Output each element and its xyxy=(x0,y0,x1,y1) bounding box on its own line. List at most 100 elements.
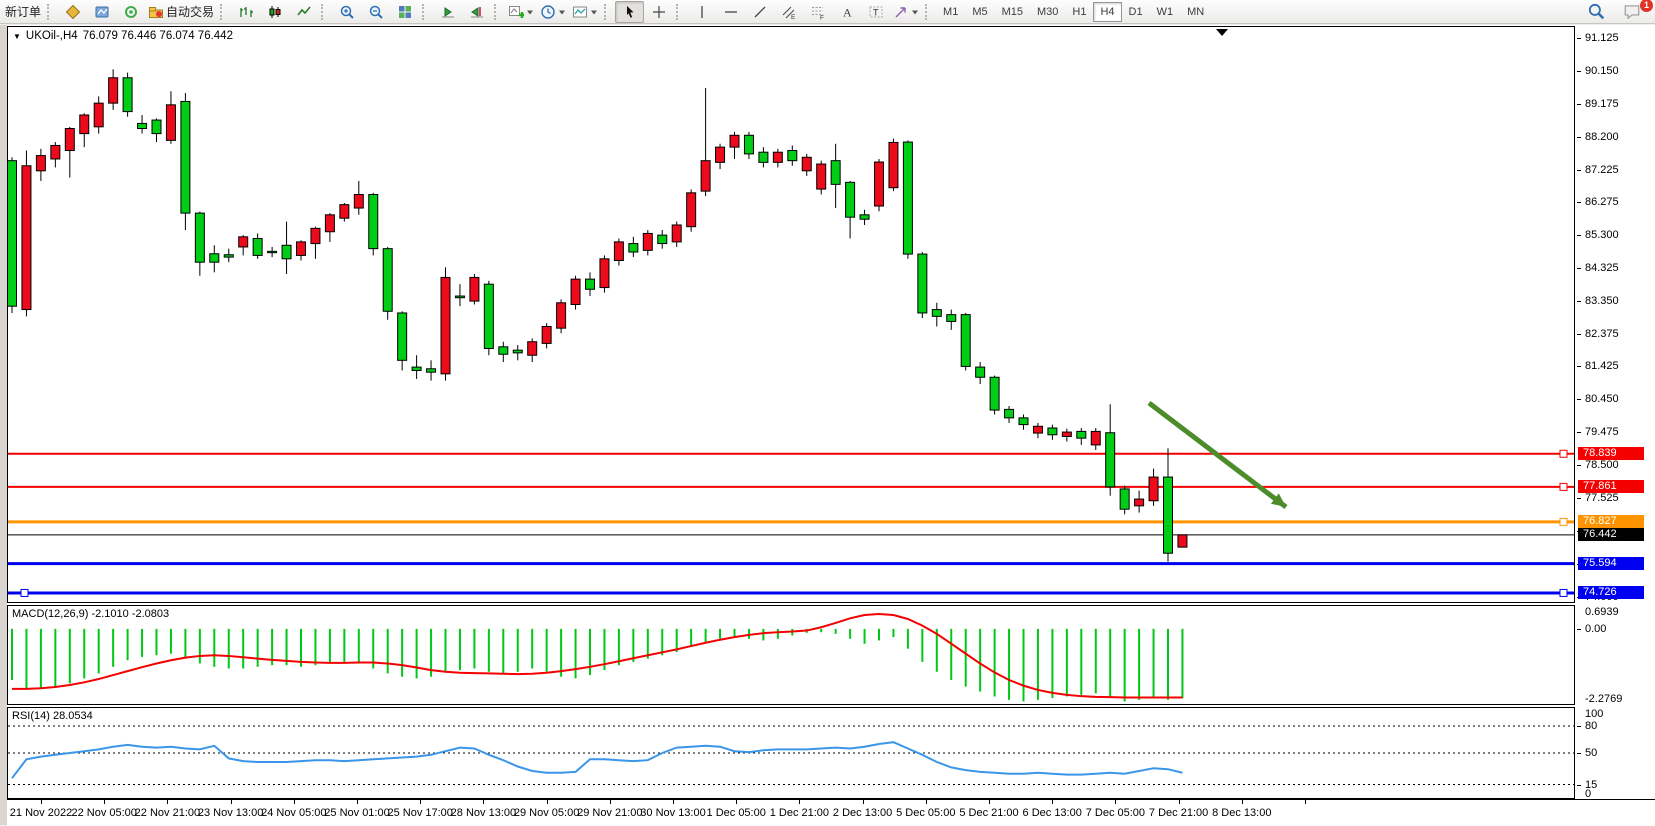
collapse-icon[interactable]: ▼ xyxy=(13,31,21,41)
new-chart-button[interactable] xyxy=(58,1,87,23)
macd-pane[interactable]: MACD(12,26,9) -2.1010 -2.0803 xyxy=(7,605,1575,705)
svg-text:A: A xyxy=(843,5,852,19)
candle xyxy=(339,204,350,219)
rsi-chart[interactable] xyxy=(8,708,1574,798)
candle xyxy=(151,119,162,135)
indicators-button[interactable] xyxy=(505,1,537,23)
crosshair-icon xyxy=(652,5,665,18)
search-button[interactable] xyxy=(1587,1,1613,21)
line-handle[interactable] xyxy=(1559,517,1568,526)
candlestick-chart-button[interactable] xyxy=(260,1,289,23)
price-badge-76.442: 76.442 xyxy=(1578,527,1644,541)
crosshair-button[interactable] xyxy=(644,1,673,23)
fibonacci-button[interactable]: F xyxy=(803,1,832,23)
candlestick-chart[interactable] xyxy=(8,27,1574,602)
hline-icon xyxy=(724,10,737,13)
dropdown-caret-icon xyxy=(591,10,598,14)
timeframe-m1-button[interactable]: M1 xyxy=(943,5,959,18)
toolbar-separator xyxy=(321,3,327,20)
cursor-button[interactable] xyxy=(615,0,645,23)
shapes-button[interactable] xyxy=(890,1,922,23)
time-tick-label: 21 Nov 2022 xyxy=(9,807,73,819)
line-handle[interactable] xyxy=(1559,482,1568,491)
indicator-icon xyxy=(509,5,525,18)
candle xyxy=(628,243,639,253)
timeframe-w1-button[interactable]: W1 xyxy=(1156,5,1174,18)
candle xyxy=(902,141,913,255)
macd-tick-label: 0.00 xyxy=(1585,622,1607,635)
horizontal-line-button[interactable] xyxy=(716,1,745,23)
timeframe-m30-button[interactable]: M30 xyxy=(1037,5,1059,18)
svg-text:T: T xyxy=(873,7,879,17)
line-handle[interactable] xyxy=(20,588,29,597)
symbol-period-label: UKOil-,H4 xyxy=(25,30,78,42)
trend-arrow[interactable] xyxy=(1147,401,1288,509)
dropdown-caret-icon xyxy=(527,10,534,14)
text-icon: A xyxy=(843,5,852,19)
toolbar-separator xyxy=(220,3,226,20)
trend-icon xyxy=(754,6,765,17)
channel-button[interactable]: E xyxy=(774,1,803,23)
rsi-tick-label: 100 xyxy=(1585,708,1604,720)
axis-tick xyxy=(1577,784,1581,786)
line-chart-button[interactable] xyxy=(289,1,318,23)
candle xyxy=(382,248,393,312)
label-button[interactable]: T xyxy=(861,1,890,23)
signals-button[interactable] xyxy=(116,1,145,23)
time-axis[interactable]: 21 Nov 2022 22 Nov 05:00 22 Nov 21:00 23 No… xyxy=(7,799,1655,826)
time-tick xyxy=(293,800,295,804)
candle xyxy=(483,283,494,349)
time-tick-label: 29 Nov 05:00 xyxy=(513,807,580,819)
price-tick-label: 90.150 xyxy=(1585,64,1619,77)
candle xyxy=(743,134,754,155)
candle xyxy=(830,160,841,185)
candle xyxy=(715,146,726,163)
search-icon xyxy=(1588,3,1605,20)
chart-shift-marker[interactable] xyxy=(1216,29,1228,36)
tile-windows-button[interactable] xyxy=(390,1,419,23)
objects-button[interactable] xyxy=(569,1,601,23)
auto-trading-button[interactable]: 自动交易 xyxy=(145,1,217,23)
new-order-button[interactable]: 新订单 xyxy=(2,1,44,23)
candle xyxy=(180,100,191,214)
price-tick-label: 91.125 xyxy=(1585,32,1619,44)
auto-scroll-button[interactable] xyxy=(433,1,462,23)
timeframe-h1-button[interactable]: H1 xyxy=(1072,5,1087,18)
periods-button[interactable] xyxy=(537,1,569,23)
trendline-button[interactable] xyxy=(745,1,774,23)
notifications-button[interactable]: 1 xyxy=(1623,0,1653,21)
axis-tick xyxy=(1577,628,1581,630)
rsi-pane[interactable]: RSI(14) 28.0534 xyxy=(7,707,1575,799)
line-handle[interactable] xyxy=(1559,449,1568,458)
autoscroll-icon xyxy=(441,6,454,17)
timeframe-d1-button[interactable]: D1 xyxy=(1128,5,1143,18)
zoom-out-button[interactable] xyxy=(361,1,390,23)
candle xyxy=(324,214,335,233)
label-icon: T xyxy=(869,6,883,17)
candle xyxy=(1076,430,1087,439)
candle xyxy=(556,302,567,329)
time-tick-label: 1 Dec 21:00 xyxy=(769,807,830,819)
timeframe-h4-button[interactable]: H4 xyxy=(1093,1,1122,22)
candle xyxy=(238,236,249,248)
time-tick-label: 1 Dec 05:00 xyxy=(706,807,766,819)
candle xyxy=(599,258,610,289)
macd-chart[interactable] xyxy=(8,606,1574,704)
zoom-in-button[interactable] xyxy=(332,1,361,23)
main-chart-pane[interactable]: ▼ UKOil-,H4 76.079 76.446 76.074 76.442 xyxy=(7,26,1575,603)
candle xyxy=(296,241,306,256)
ohlc-values: 76.079 76.446 76.074 76.442 xyxy=(82,30,233,42)
time-tick xyxy=(925,800,927,804)
bar-chart-button[interactable] xyxy=(231,1,260,23)
text-button[interactable]: A xyxy=(832,1,861,23)
axis-tick xyxy=(1577,301,1581,303)
timeframe-m5-button[interactable]: M5 xyxy=(972,5,988,18)
timeframe-m15-button[interactable]: M15 xyxy=(1001,5,1023,18)
chart-shift-button[interactable] xyxy=(462,1,491,23)
vertical-line-button[interactable] xyxy=(687,1,716,23)
line-handle[interactable] xyxy=(1559,588,1568,597)
profiles-button[interactable] xyxy=(87,1,116,23)
candle xyxy=(108,77,119,104)
timeframe-mn-button[interactable]: MN xyxy=(1187,5,1205,18)
price-axis[interactable]: 91.125 90.150 89.175 88.200 87.225 86.275 85.3… xyxy=(1577,25,1655,800)
